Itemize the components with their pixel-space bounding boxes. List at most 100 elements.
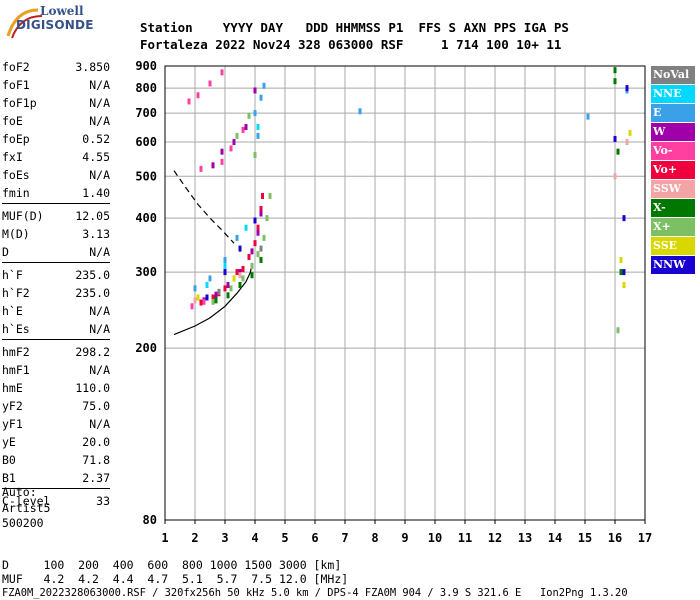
param-value: N/A [89,322,110,336]
param-name: h`F [2,268,23,282]
param-value: 20.0 [82,435,110,449]
param-value: 3.13 [82,227,110,241]
echo-point-vo- [241,265,245,272]
param-name: foF1p [2,96,37,110]
echo-point-w [214,291,218,298]
echo-point-e [256,132,260,139]
echo-point-nnw [205,294,209,301]
echo-point-ssw [238,272,242,279]
param-name: foF1 [2,78,30,92]
echo-point-sse [619,256,623,263]
polarization-legend: NoVal NNE E W Vo- Vo+ SSW X- X+ SSE NNW [651,66,695,275]
y-tick-label: 900 [135,59,157,73]
param-value: 110.0 [75,381,110,395]
param-separator [2,339,110,340]
scaled-parameters-panel: foF2 3.850 foF1 N/A foF1p N/A foE N/A foEp 0.52 fx… [2,58,110,510]
param-row: C-level 33 [2,492,110,510]
param-value: N/A [89,114,110,128]
echo-point-nnw [613,135,617,142]
footer-file-info: FZA0M_2022328063000.RSF / 320fx256h 50 k… [2,587,628,599]
param-name: M(D) [2,227,30,241]
echo-point-nne [205,282,209,289]
header-values: Fortaleza 2022 Nov24 328 063000 RSF 1 71… [140,37,562,52]
echo-point-vo- [220,158,224,165]
x-tick-label: 11 [458,531,472,545]
echo-point-x- [268,193,272,200]
x-tick-label: 12 [488,531,502,545]
param-name: foF2 [2,60,30,74]
param-name: yF2 [2,399,23,413]
echo-point-vo- [235,269,239,276]
logo-text-digisonde: DIGISONDE [16,18,94,32]
param-row: fmin 1.40 [2,184,110,202]
param-value: 0.52 [82,132,110,146]
echo-point-e [358,108,362,115]
param-value: N/A [89,168,110,182]
y-tick-label: 500 [135,169,157,183]
param-name: hmF1 [2,363,30,377]
param-name: D [2,245,9,259]
param-name: yF1 [2,417,23,431]
echo-point-sse [622,282,626,289]
param-value: 4.55 [82,150,110,164]
param-row: B0 71.8 [2,451,110,469]
param-value: N/A [89,304,110,318]
param-value: 1.40 [82,186,110,200]
param-value: 3.850 [75,60,110,74]
echo-point-w [244,124,248,131]
param-row: yF1 N/A [2,415,110,433]
echo-point-sse [196,294,200,301]
echo-point-w [259,210,263,217]
echo-point-vo- [261,193,264,200]
echo-point-x- [253,151,257,158]
echo-point-nnw [625,85,629,92]
echo-point-x- [241,275,245,282]
param-row: foF2 3.850 [2,58,110,76]
echo-point-vo- [199,299,203,306]
echo-point-nnw [238,245,242,252]
legend-item-vo-: Vo- [651,142,695,160]
echo-point-vo- [247,254,251,261]
param-row: MUF(D) 12.05 [2,207,110,225]
param-separator [2,262,110,263]
param-name: hmE [2,381,23,395]
header-labels: Station YYYY DAY DDD HHMMSS P1 FFS S AXN… [140,20,569,35]
param-row: yE 20.0 [2,433,110,451]
echo-point-ssw [193,297,197,304]
x-tick-label: 10 [428,531,442,545]
echo-point-e [253,110,257,117]
param-name: fmin [2,186,30,200]
echo-point-ssw [613,173,617,180]
param-row: M(D) 3.13 [2,225,110,243]
param-row: D N/A [2,243,110,261]
echo-point-x- [259,256,263,263]
x-tick-label: 14 [548,531,562,545]
param-value: 235.0 [75,286,110,300]
logo-text-lowell: Lowell [40,4,84,18]
echo-point-vo- [253,240,257,247]
echo-point-vo- [223,285,227,292]
y-tick-label: 600 [135,135,157,149]
legend-item-nne: NNE [651,85,695,103]
lowell-digisonde-logo: Lowell DIGISONDE [4,4,93,44]
param-name: B1 [2,471,16,485]
param-value: N/A [89,78,110,92]
param-name: foEs [2,168,30,182]
echo-point-x- [616,148,620,155]
param-row: foF1p N/A [2,94,110,112]
param-value: N/A [89,245,110,259]
param-row: h`F2 235.0 [2,284,110,302]
param-row: h`Es N/A [2,320,110,338]
echo-point-x- [613,67,617,74]
param-value: 71.8 [82,453,110,467]
param-name: h`E [2,304,23,318]
y-tick-label: 200 [135,341,157,355]
y-tick-label: 800 [135,81,157,95]
param-value: N/A [89,417,110,431]
x-tick-label: 13 [518,531,532,545]
auto-software: Artist5 [2,500,51,515]
autoscaling-info: Auto: Artist5 500200 [2,485,50,532]
echo-point-e [262,82,266,89]
echo-point-e [208,275,212,282]
param-row: foF1 N/A [2,76,110,94]
